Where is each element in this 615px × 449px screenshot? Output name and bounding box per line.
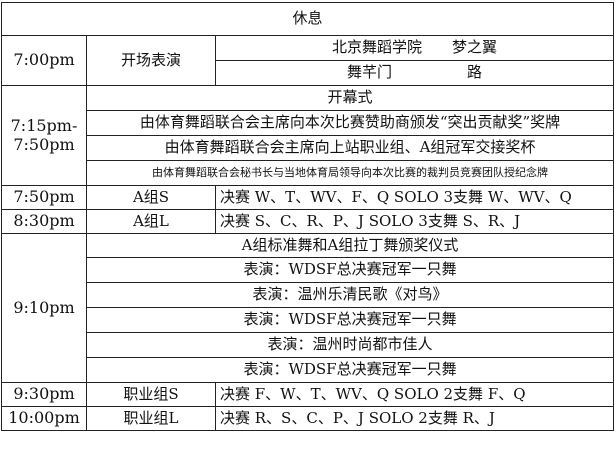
ceremony-item: 开幕式	[85, 85, 615, 111]
ceremony-item: 由体育舞蹈联合会秘书长与当地体育局领导向本次比赛的裁判员竞赛团队授纪念牌	[85, 160, 615, 186]
award-item: 表演：WDSF总决赛冠军一只舞	[85, 357, 615, 383]
group-cell: 职业组S	[86, 382, 216, 407]
time-start: 7:15pm-	[10, 116, 78, 136]
schedule-table: 休息 7:00pm 开场表演 北京舞蹈学院 梦之翼 舞芊门 路 7:15pm- 7…	[0, 2, 615, 431]
ceremony-item: 由体育舞蹈联合会主席向本次比赛赞助商颁发“突出贡献奖”奖牌	[85, 110, 615, 136]
performer-cell: 北京舞蹈学院 梦之翼	[214, 35, 615, 61]
detail-cell: 决赛 S、C、R、P、J SOLO 3支舞 S、R、J	[214, 209, 615, 234]
group-cell: 职业组L	[86, 406, 216, 431]
award-item: 表演：温州乐清民歌《对鸟》	[85, 282, 615, 308]
time-cell: 10:00pm	[1, 406, 87, 431]
time-cell: 9:30pm	[1, 382, 87, 407]
group-cell: A组S	[86, 185, 216, 210]
award-item: 表演：WDSF总决赛冠军一只舞	[85, 307, 615, 333]
event-cell: 开场表演	[86, 35, 216, 86]
award-item: 表演：温州时尚都市佳人	[85, 332, 615, 358]
detail-cell: 决赛 R、S、C、P、J SOLO 2支舞 R、J	[214, 406, 615, 431]
time-cell: 9:10pm	[1, 233, 87, 383]
detail-cell: 决赛 W、T、WV、F、Q SOLO 3支舞 W、WV、Q	[214, 185, 615, 210]
time-cell: 7:50pm	[1, 185, 87, 210]
time-cell: 7:00pm	[1, 35, 87, 86]
time-cell: 7:15pm- 7:50pm	[1, 85, 87, 186]
time-end: 7:50pm	[13, 134, 75, 154]
group-cell: A组L	[86, 209, 216, 234]
detail-cell: 决赛 F、W、T、WV、Q SOLO 2支舞 F、Q	[214, 382, 615, 407]
performer-cell: 舞芊门 路	[214, 60, 615, 86]
break-row: 休息	[0, 2, 615, 36]
time-cell: 8:30pm	[1, 209, 87, 234]
award-item: A组标准舞和A组拉丁舞颁奖仪式	[85, 233, 615, 258]
ceremony-item: 由体育舞蹈联合会主席向上站职业组、A组冠军交接奖杯	[85, 135, 615, 161]
award-item: 表演：WDSF总决赛冠军一只舞	[85, 257, 615, 283]
